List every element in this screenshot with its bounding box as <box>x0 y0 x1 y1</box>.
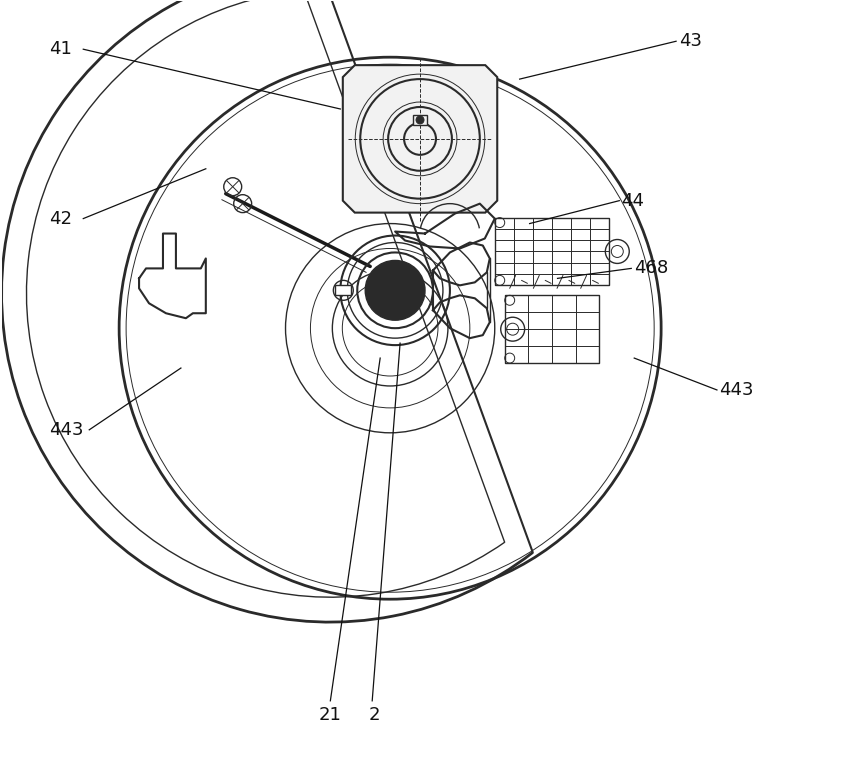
Circle shape <box>365 261 425 320</box>
Bar <box>504 296 599 363</box>
Text: 43: 43 <box>678 33 701 50</box>
Bar <box>494 218 609 285</box>
Polygon shape <box>342 65 496 212</box>
Text: 44: 44 <box>621 192 643 210</box>
Text: 443: 443 <box>718 381 752 399</box>
Text: 468: 468 <box>634 259 668 277</box>
Text: 21: 21 <box>318 706 341 724</box>
Text: 41: 41 <box>49 40 73 58</box>
Bar <box>335 285 351 296</box>
Text: 2: 2 <box>368 706 380 724</box>
Circle shape <box>415 116 423 124</box>
Bar <box>413 115 426 125</box>
Text: 443: 443 <box>49 421 84 439</box>
Text: 42: 42 <box>49 210 73 227</box>
